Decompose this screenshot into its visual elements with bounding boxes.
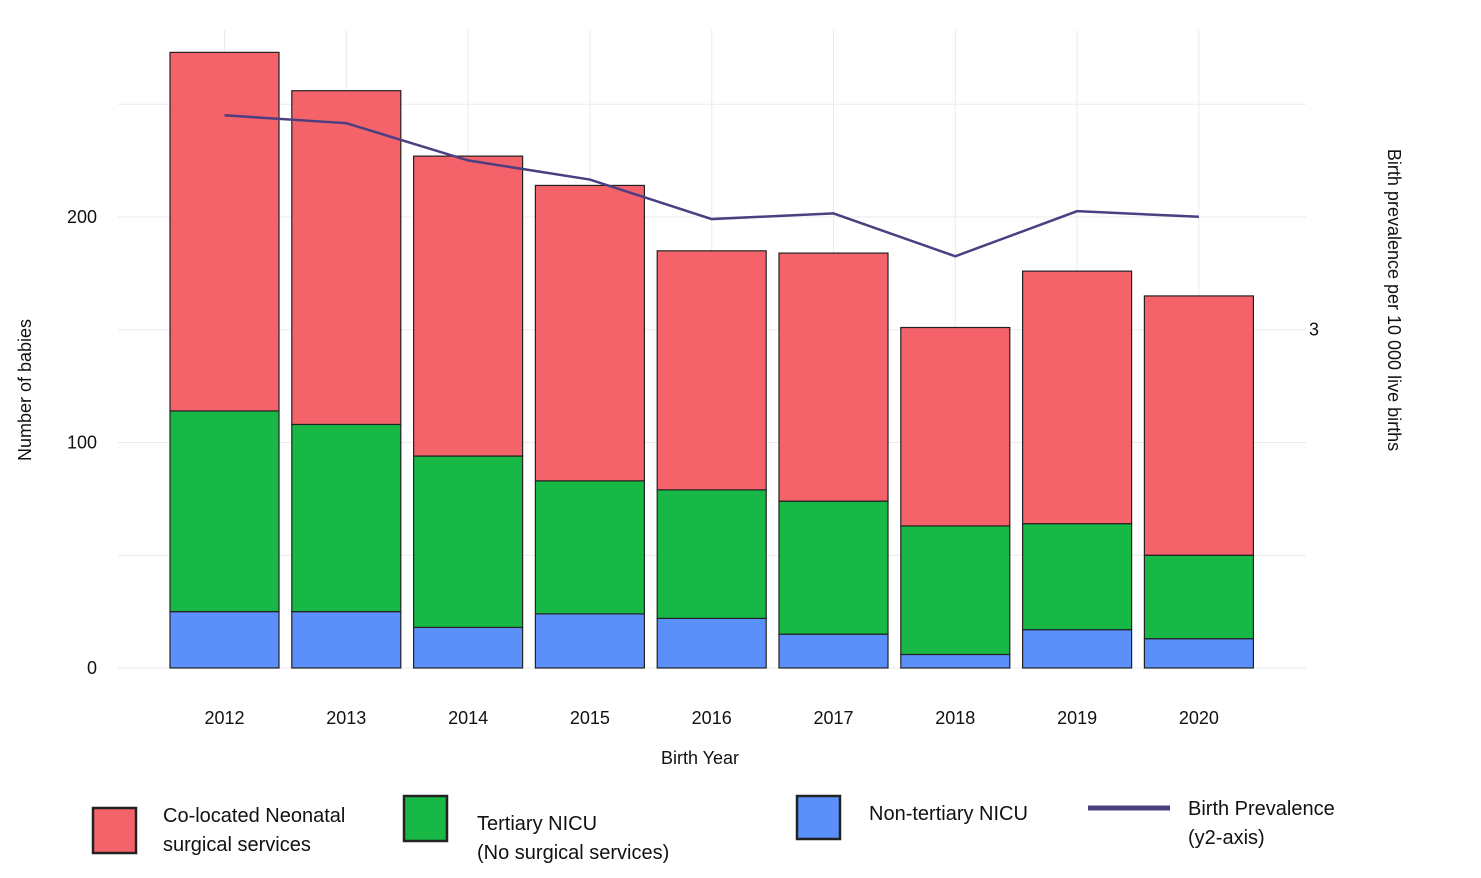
axis-ticks: 2012 2013 2014 2015 2016 2017 2018 2019 2020 0 100… [67, 0, 1319, 728]
y-tick-label: 100 [67, 433, 97, 453]
bar-segment-2014-1 [413, 455, 524, 629]
y2-tick-label: 6 [1309, 0, 1319, 1]
bar-segment-2012-1 [169, 410, 280, 613]
legend-swatch [402, 794, 449, 843]
y-axis-title: Number of babies [15, 319, 35, 461]
bar-segment-2014-0 [413, 626, 524, 669]
bar-segment-2020-1 [1143, 554, 1255, 640]
bar-segment-2016-1 [656, 489, 767, 619]
bar-segment-2018-2 [900, 326, 1011, 527]
legend-label: Birth Prevalence [1188, 798, 1335, 820]
prevalence-line [224, 114, 1199, 258]
bar-segment-2016-2 [656, 250, 767, 491]
x-tick-label: 2016 [692, 708, 732, 728]
x-tick-label: 2012 [204, 708, 244, 728]
legend-item-0: Co-located Neonatal surgical services [91, 805, 345, 856]
x-tick-label: 2019 [1057, 708, 1097, 728]
bar-segment-2020-2 [1143, 295, 1255, 556]
x-tick-label: 2014 [448, 708, 488, 728]
legend-label: Co-located Neonatal [163, 805, 345, 827]
bar-segment-2013-1 [291, 423, 402, 613]
legend-label: (y2-axis) [1188, 827, 1265, 849]
bar-segment-2019-0 [1021, 629, 1133, 669]
legend-label: Non-tertiary NICU [869, 803, 1028, 825]
x-tick-label: 2015 [570, 708, 610, 728]
bar-segment-2018-1 [900, 525, 1011, 656]
x-tick-label: 2018 [935, 708, 975, 728]
y2-tick-label: 3 [1309, 320, 1319, 340]
x-tick-label: 2013 [326, 708, 366, 728]
legend-item-3: Birth Prevalence (y2-axis) [1088, 798, 1335, 849]
bar-segment-2015-0 [534, 613, 646, 669]
bar-segment-2020-0 [1143, 638, 1255, 669]
bar-segment-2017-0 [778, 633, 889, 669]
legend-swatch [91, 806, 138, 855]
bar-segment-2017-1 [778, 500, 889, 635]
bar-segment-2019-1 [1021, 523, 1133, 631]
bar-segment-2014-2 [413, 155, 524, 457]
legend-swatch [795, 794, 842, 841]
bar-segment-2015-2 [534, 184, 646, 482]
prevalence-line-layer [224, 114, 1199, 258]
y-tick-label: 200 [67, 207, 97, 227]
legend-item-2: Non-tertiary NICU [795, 794, 1028, 841]
bar-segment-2016-0 [656, 617, 767, 669]
x-axis-title: Birth Year [661, 748, 739, 768]
bar-segment-2012-0 [169, 611, 280, 669]
bar-segment-2013-2 [291, 90, 402, 426]
bar-segment-2013-0 [291, 611, 402, 669]
legend-item-1: Tertiary NICU (No surgical services) [402, 794, 669, 864]
legend-label: surgical services [163, 834, 311, 856]
x-tick-label: 2017 [813, 708, 853, 728]
legend-label: Tertiary NICU [477, 813, 597, 835]
bar-segment-2017-2 [778, 252, 889, 502]
bar-segment-2015-1 [534, 480, 646, 615]
x-tick-label: 2020 [1179, 708, 1219, 728]
legend: Co-located Neonatal surgical services Tert… [91, 794, 1335, 864]
bars [169, 51, 1255, 669]
legend-label: (No surgical services) [477, 842, 669, 864]
bar-segment-2012-2 [169, 51, 280, 412]
y2-axis-title: Birth prevalence per 10 000 live births [1384, 149, 1404, 451]
y-tick-label: 0 [87, 658, 97, 678]
bar-segment-2019-2 [1021, 270, 1133, 525]
bar-segment-2018-0 [900, 653, 1011, 669]
